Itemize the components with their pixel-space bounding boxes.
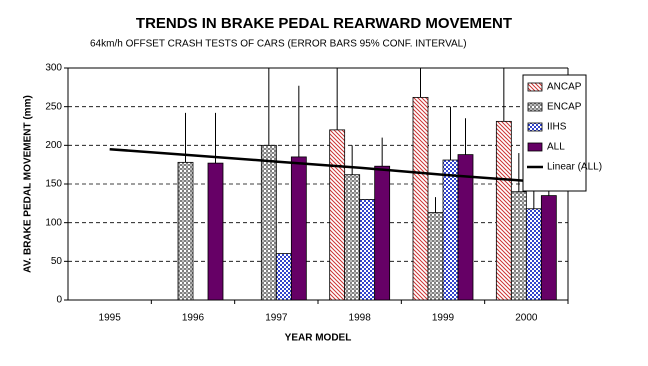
- legend-label: Linear (ALL): [547, 162, 602, 173]
- x-tick-label: 2000: [515, 313, 538, 324]
- y-tick-label: 50: [51, 256, 63, 267]
- bar: [442, 159, 459, 301]
- bar: [329, 129, 346, 301]
- legend-swatch: [527, 122, 543, 132]
- legend-label: IIHS: [547, 122, 567, 133]
- legend-label: ANCAP: [547, 82, 582, 93]
- legend-label: ALL: [547, 142, 565, 153]
- x-tick-label: 1995: [99, 313, 122, 324]
- x-tick-label: 1997: [265, 313, 288, 324]
- trend-line: [109, 147, 527, 183]
- bar: [427, 212, 444, 301]
- legend-swatch: [527, 142, 543, 152]
- bar: [260, 144, 277, 301]
- y-tick-label: 250: [45, 101, 62, 112]
- bar: [540, 195, 557, 301]
- legend-swatch: [527, 102, 543, 112]
- x-axis-label: YEAR MODEL: [285, 333, 352, 344]
- bar: [412, 96, 429, 301]
- y-axis-label: AV. BRAKE PEDAL MOVEMENT (mm): [23, 95, 34, 273]
- bar: [495, 120, 512, 301]
- y-tick-label: 200: [45, 140, 62, 151]
- bar: [344, 174, 361, 301]
- x-tick-label: 1998: [349, 313, 372, 324]
- x-tick-label: 1999: [432, 313, 455, 324]
- bar: [275, 253, 292, 301]
- bar: [457, 154, 474, 301]
- legend-swatch: [527, 82, 543, 92]
- bar: [290, 156, 307, 301]
- x-tick-label: 1996: [182, 313, 205, 324]
- y-tick-label: 150: [45, 179, 62, 190]
- legend-box: [522, 74, 587, 192]
- y-tick-label: 100: [45, 217, 62, 228]
- chart-subtitle: 64km/h OFFSET CRASH TESTS OF CARS (ERROR…: [90, 39, 467, 50]
- bar: [359, 199, 376, 301]
- bar: [374, 165, 391, 301]
- bar: [207, 162, 224, 301]
- legend-label: ENCAP: [547, 102, 582, 113]
- plot-area: [109, 68, 557, 301]
- bar: [510, 191, 527, 301]
- bar: [525, 208, 542, 301]
- y-tick-label: 0: [56, 295, 62, 306]
- y-tick-label: 300: [45, 63, 62, 74]
- bar: [177, 161, 194, 301]
- chart-title: TRENDS IN BRAKE PEDAL REARWARD MOVEMENT: [136, 15, 512, 32]
